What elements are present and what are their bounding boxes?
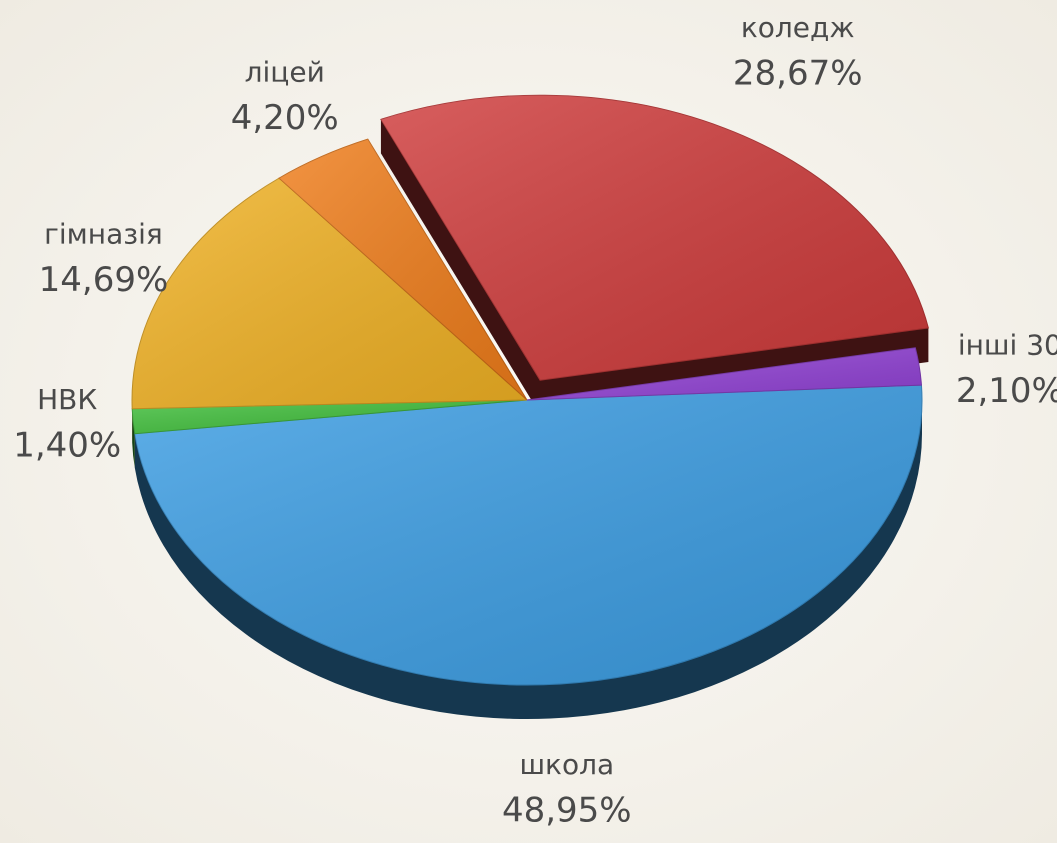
slice-shine (527, 347, 922, 400)
category-label: НВК (37, 383, 97, 416)
category-label: коледж (741, 11, 855, 44)
value-label: 4,20% (231, 98, 339, 138)
category-label: інші 30 (958, 328, 1057, 361)
category-label: гімназія (44, 218, 163, 251)
slice-shine (279, 139, 527, 400)
pie-tops (131, 94, 930, 686)
slice-shine (132, 400, 527, 434)
slice-side (132, 408, 135, 468)
slice-shine (380, 95, 929, 381)
slice-shine (131, 178, 527, 409)
value-label: 28,67% (733, 53, 863, 93)
labels: школа 48,95% НВК 1,40% гімназія 14,69% ліцей 4,… (13, 11, 1057, 831)
value-label: 48,95% (502, 791, 632, 831)
value-label: 14,69% (39, 260, 169, 300)
category-label: ліцей (245, 56, 325, 89)
category-label: школа (519, 748, 614, 781)
value-label: 2,10% (956, 371, 1057, 411)
value-label: 1,40% (13, 426, 121, 466)
slice-shine (134, 385, 923, 686)
